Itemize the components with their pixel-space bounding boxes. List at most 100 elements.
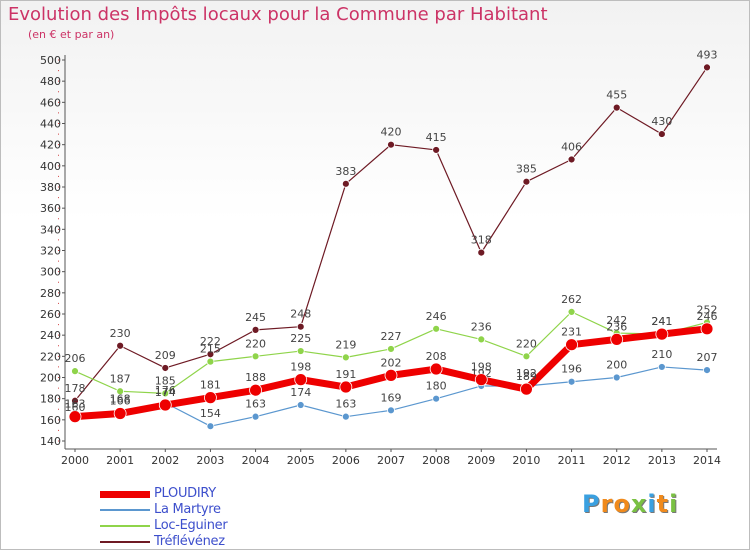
- logo-letter: x: [630, 490, 648, 518]
- y-tick-label: 320: [40, 245, 61, 258]
- data-label-loc-eguiner: 262: [561, 293, 582, 306]
- data-label-la-martyre: 163: [335, 398, 356, 411]
- data-label-la-martyre: 192: [516, 367, 537, 380]
- data-point-ploudiry: [610, 332, 624, 346]
- data-label-ploudiry: 198: [290, 361, 311, 374]
- data-point-la-martyre: [657, 363, 666, 371]
- data-label-la-martyre: 163: [245, 398, 266, 411]
- x-tick-label: 2010: [512, 454, 540, 467]
- data-point-ploudiry: [474, 373, 488, 387]
- data-point-la-martyre: [296, 401, 305, 409]
- legend-label: La Martyre: [154, 502, 221, 517]
- data-point-tr-fl-v-nez: [522, 177, 531, 186]
- data-point-loc-eguiner: [477, 335, 486, 344]
- data-label-loc-eguiner: 206: [65, 352, 86, 365]
- data-label-loc-eguiner: 185: [155, 374, 176, 387]
- y-tick-label: 220: [40, 350, 61, 363]
- y-tick-label: 280: [40, 287, 61, 300]
- y-tick-label: 380: [40, 181, 61, 194]
- data-point-ploudiry: [700, 322, 714, 336]
- data-label-loc-eguiner: 219: [335, 338, 356, 351]
- data-label-la-martyre: 169: [381, 391, 402, 404]
- legend-swatch: [100, 525, 150, 527]
- legend-label: Tréflévénez: [154, 534, 225, 549]
- x-tick-label: 2007: [377, 454, 405, 467]
- y-tick-label: 140: [40, 435, 61, 448]
- legend-swatch: [100, 490, 150, 498]
- data-label-la-martyre: 176: [155, 384, 176, 397]
- data-label-la-martyre: 154: [200, 407, 221, 420]
- x-tick-label: 2004: [242, 454, 270, 467]
- data-point-ploudiry: [565, 338, 578, 352]
- data-point-tr-fl-v-nez: [341, 179, 350, 188]
- data-point-loc-eguiner: [341, 353, 350, 362]
- data-point-tr-fl-v-nez: [567, 155, 576, 164]
- data-label-la-martyre: 200: [606, 359, 627, 372]
- data-point-loc-eguiner: [567, 307, 576, 316]
- y-tick-label: 300: [40, 266, 61, 279]
- x-tick-label: 2001: [106, 454, 134, 467]
- data-point-la-martyre: [612, 373, 621, 382]
- data-label-loc-eguiner: 220: [245, 337, 266, 350]
- data-point-ploudiry: [384, 368, 398, 382]
- data-label-tr-fl-v-nez: 415: [426, 131, 447, 144]
- data-label-loc-eguiner: 246: [426, 310, 447, 323]
- logo-letter: t: [656, 490, 670, 518]
- data-label-loc-eguiner: 241: [651, 315, 672, 328]
- data-point-loc-eguiner: [206, 357, 215, 366]
- data-label-ploudiry: 246: [697, 310, 718, 323]
- data-point-ploudiry: [249, 383, 262, 397]
- data-label-la-martyre: 210: [651, 348, 672, 361]
- data-label-loc-eguiner: 225: [290, 332, 311, 345]
- data-label-la-martyre: 174: [290, 386, 311, 399]
- data-label-loc-eguiner: 252: [697, 303, 718, 316]
- data-point-loc-eguiner: [251, 352, 260, 361]
- data-point-tr-fl-v-nez: [116, 341, 125, 350]
- data-point-tr-fl-v-nez: [71, 396, 79, 405]
- data-point-ploudiry: [68, 410, 82, 424]
- x-tick-label: 2003: [196, 454, 224, 467]
- x-tick-label: 2008: [422, 454, 450, 467]
- legend-swatch: [100, 509, 150, 511]
- y-tick-label: 260: [40, 308, 61, 321]
- data-label-tr-fl-v-nez: 318: [471, 234, 492, 247]
- x-tick-label: 2002: [151, 454, 179, 467]
- data-label-la-martyre: 160: [65, 401, 86, 414]
- data-point-loc-eguiner: [116, 387, 125, 396]
- data-label-ploudiry: 163: [65, 398, 86, 411]
- data-point-tr-fl-v-nez: [432, 146, 441, 154]
- data-point-tr-fl-v-nez: [612, 103, 621, 112]
- data-label-ploudiry: 202: [381, 356, 402, 369]
- data-label-loc-eguiner: 215: [200, 343, 221, 356]
- logo-letter: P: [582, 490, 601, 518]
- data-point-la-martyre: [251, 412, 260, 421]
- data-point-ploudiry: [113, 407, 127, 420]
- x-tick-label: 2012: [603, 454, 631, 467]
- data-label-ploudiry: 208: [426, 350, 447, 363]
- x-tick-label: 2005: [287, 454, 315, 467]
- data-point-loc-eguiner: [296, 347, 305, 355]
- y-tick-label: 460: [40, 96, 61, 109]
- data-label-la-martyre: 168: [110, 392, 131, 405]
- y-tick-label: 240: [40, 329, 61, 342]
- y-tick-label: 440: [40, 118, 61, 131]
- logo-letter: o: [613, 490, 631, 518]
- data-label-la-martyre: 196: [561, 363, 582, 376]
- chart-subtitle: (en € et par an): [28, 28, 115, 41]
- logo-letter: i: [669, 490, 679, 518]
- proxiti-logo: Proxiti: [582, 490, 678, 518]
- data-label-loc-eguiner: 242: [606, 314, 627, 327]
- data-point-la-martyre: [567, 377, 576, 386]
- data-point-loc-eguiner: [71, 367, 79, 376]
- data-label-tr-fl-v-nez: 493: [697, 48, 718, 61]
- logo-letter: r: [600, 490, 614, 518]
- x-tick-label: 2000: [61, 454, 89, 467]
- data-point-tr-fl-v-nez: [703, 63, 711, 72]
- data-point-loc-eguiner: [432, 324, 441, 333]
- data-point-la-martyre: [341, 412, 350, 421]
- data-label-la-martyre: 180: [426, 380, 447, 393]
- y-tick-label: 500: [40, 54, 61, 67]
- data-label-ploudiry: 236: [606, 320, 627, 333]
- data-point-loc-eguiner: [161, 389, 170, 398]
